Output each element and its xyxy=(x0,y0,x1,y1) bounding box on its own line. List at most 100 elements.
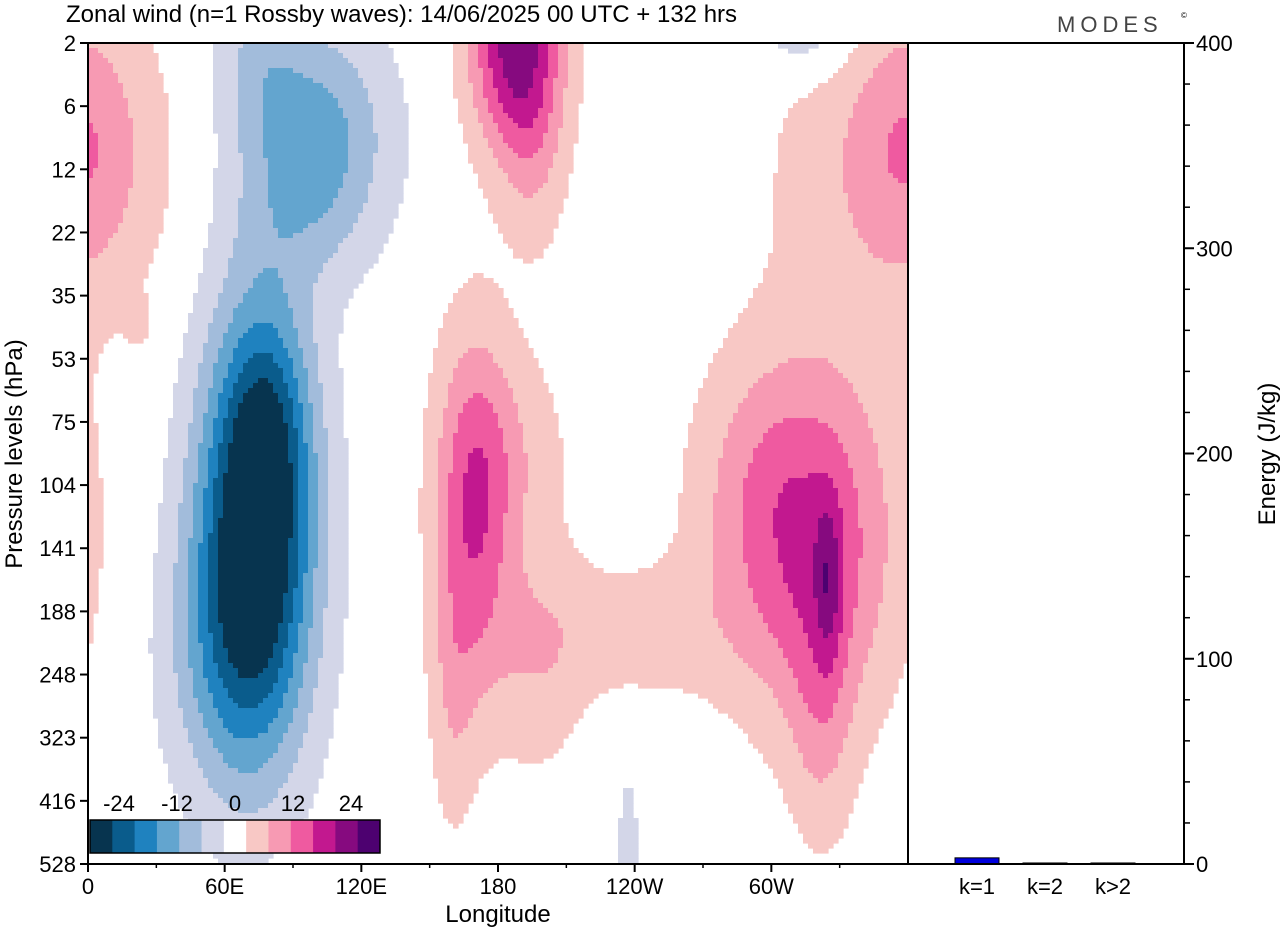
contour-cell xyxy=(858,568,884,574)
contour-cell xyxy=(548,113,564,119)
contour-cell xyxy=(298,578,304,584)
contour-cell xyxy=(518,413,559,419)
contour-cell xyxy=(568,63,584,69)
contour-cell xyxy=(438,608,454,614)
contour-cell xyxy=(208,223,239,229)
contour-cell xyxy=(838,438,874,444)
contour-cell xyxy=(243,193,269,199)
contour-cell xyxy=(268,178,344,184)
contour-cell xyxy=(198,633,214,639)
contour-cell xyxy=(238,148,264,154)
contour-cell xyxy=(188,623,199,629)
contour-cell xyxy=(423,468,439,474)
contour-cell xyxy=(183,463,199,469)
contour-cell xyxy=(328,258,379,264)
contour-cell xyxy=(238,413,284,419)
contour-cell xyxy=(488,98,499,104)
contour-cell xyxy=(218,458,229,464)
contour-cell xyxy=(188,728,209,734)
contour-cell xyxy=(338,98,369,104)
contour-cell xyxy=(278,668,294,674)
contour-cell xyxy=(173,408,194,414)
contour-cell xyxy=(88,293,149,299)
contour-cell xyxy=(193,508,204,514)
contour-cell xyxy=(273,223,309,229)
contour-cell xyxy=(308,453,319,459)
contour-cell xyxy=(303,738,329,744)
contour-cell xyxy=(443,683,494,689)
contour-cell xyxy=(878,618,908,624)
contour-cell xyxy=(743,528,774,534)
contour-cell xyxy=(173,663,189,669)
contour-cell xyxy=(523,558,589,564)
contour-cell xyxy=(223,378,239,384)
contour-cell xyxy=(778,558,814,564)
contour-cell xyxy=(483,543,504,549)
contour-cell xyxy=(313,438,329,444)
contour-cell xyxy=(843,508,859,514)
contour-cell xyxy=(488,63,504,69)
contour-cell xyxy=(203,348,219,354)
contour-cell xyxy=(763,618,804,624)
contour-cell xyxy=(423,558,439,564)
contour-cell xyxy=(458,363,499,369)
contour-cell xyxy=(418,508,439,514)
contour-cell xyxy=(293,588,304,594)
contour-cell xyxy=(833,428,874,434)
contour-cell xyxy=(548,63,559,69)
contour-cell xyxy=(763,613,799,619)
pressure-tick-label: 528 xyxy=(39,852,76,877)
contour-cell xyxy=(853,113,908,119)
contour-cell xyxy=(468,158,499,164)
contour-cell xyxy=(838,588,844,594)
contour-cell xyxy=(748,298,908,304)
contour-cell xyxy=(273,353,289,359)
contour-cell xyxy=(518,418,559,424)
contour-cell xyxy=(738,313,908,319)
contour-cell xyxy=(228,463,294,469)
contour-cell xyxy=(318,678,339,684)
contour-cell xyxy=(558,68,569,74)
contour-cell xyxy=(888,523,908,529)
contour-cell xyxy=(878,448,908,454)
contour-cell xyxy=(788,113,854,119)
contour-cell xyxy=(228,373,239,379)
contour-cell xyxy=(508,508,524,514)
contour-cell xyxy=(338,248,384,254)
contour-cell xyxy=(448,478,464,484)
contour-cell xyxy=(88,353,99,359)
contour-cell xyxy=(433,773,484,779)
contour-cell xyxy=(438,593,454,599)
contour-cell xyxy=(318,483,329,489)
contour-cell xyxy=(88,103,129,109)
contour-cell xyxy=(698,393,749,399)
contour-cell xyxy=(323,423,344,429)
contour-cell xyxy=(153,593,174,599)
pressure-tick-label: 248 xyxy=(39,663,76,688)
contour-cell xyxy=(423,438,439,444)
contour-cell xyxy=(493,73,504,79)
longitude-tick-label: 60E xyxy=(205,874,244,899)
contour-cell xyxy=(173,613,189,619)
contour-cell xyxy=(838,578,844,584)
contour-cell xyxy=(163,493,184,499)
contour-cell xyxy=(188,313,214,319)
x-axis-label: Longitude xyxy=(445,901,550,928)
contour-cell xyxy=(503,443,524,449)
contour-cell xyxy=(188,448,199,454)
contour-cell xyxy=(318,373,344,379)
contour-cell xyxy=(198,548,209,554)
contour-cell xyxy=(283,378,299,384)
contour-cell xyxy=(753,458,849,464)
contour-cell xyxy=(203,673,219,679)
contour-cell xyxy=(348,168,374,174)
contour-cell xyxy=(768,253,874,259)
contour-cell xyxy=(208,403,219,409)
contour-cell xyxy=(553,83,569,89)
contour-cell xyxy=(878,613,908,619)
contour-cell xyxy=(563,638,729,644)
contour-cell xyxy=(193,748,219,754)
contour-cell xyxy=(498,48,539,54)
contour-cell xyxy=(233,383,254,389)
contour-cell xyxy=(748,393,859,399)
